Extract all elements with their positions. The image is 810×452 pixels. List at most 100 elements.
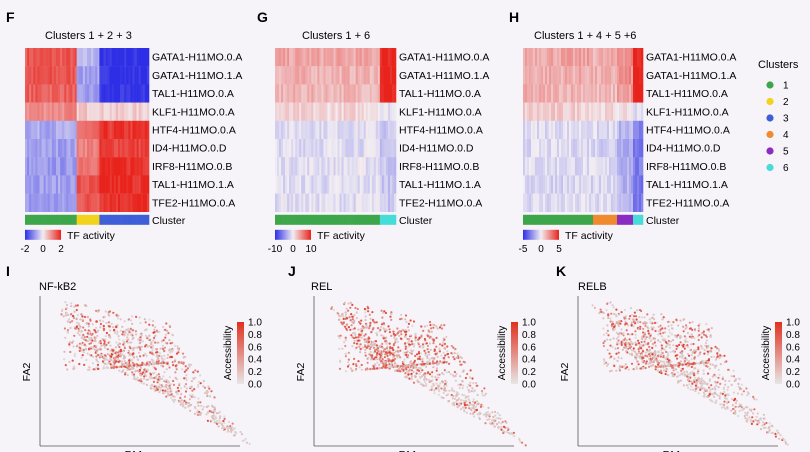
scatter-point <box>135 355 138 358</box>
scatter-point <box>427 371 430 374</box>
scatter-point <box>505 430 509 434</box>
heatmap-cell <box>146 175 150 194</box>
cluster-bar-cell <box>105 214 108 225</box>
heatmap-cell <box>613 139 616 158</box>
scatter-point <box>464 406 467 409</box>
heatmap-cell <box>124 120 127 140</box>
scatter-point <box>122 363 125 366</box>
scatter-point <box>732 407 735 411</box>
heatmap-cell <box>585 84 588 103</box>
scatter-point <box>103 344 106 348</box>
scatter-point <box>492 424 495 428</box>
heatmap-cell <box>277 84 280 103</box>
heatmap-cell <box>122 120 125 140</box>
heatmap-cell <box>527 157 530 176</box>
scatter-point <box>152 380 155 383</box>
heatmap-cell <box>74 157 77 176</box>
heatmap-cell <box>115 84 119 103</box>
scatter-point <box>164 389 167 392</box>
scatter-point <box>177 351 180 354</box>
heatmap-cell <box>68 84 71 103</box>
heatmap-cell <box>635 84 638 103</box>
heatmap-cell <box>545 66 548 85</box>
scatter-point <box>155 354 158 357</box>
heatmap-cell <box>39 120 42 140</box>
heatmap-cell <box>537 102 540 121</box>
scatter-point <box>650 326 653 329</box>
scatter-point <box>459 408 463 411</box>
heatmap-cell <box>569 66 572 85</box>
scatter-point <box>76 314 79 317</box>
scatter-point <box>504 420 507 423</box>
scatter-point <box>158 352 161 355</box>
heatmap-cell <box>303 139 306 158</box>
heatmap-cell <box>339 193 342 212</box>
scatter-point <box>156 381 159 384</box>
scatter-point <box>619 322 622 325</box>
scatter-point <box>88 353 91 356</box>
heatmap-cell <box>339 175 342 194</box>
scatter-point <box>476 384 479 387</box>
heatmap-cell <box>533 102 536 121</box>
heatmap-cell <box>122 175 125 194</box>
heatmap-cell <box>146 139 150 158</box>
heatmap-cell <box>101 175 104 194</box>
cluster-bar-cell <box>62 214 65 225</box>
heatmap-cell <box>134 84 137 103</box>
scatter-point <box>218 419 221 422</box>
heatmap-cell <box>549 175 552 194</box>
heatmap-cell <box>128 139 131 158</box>
heatmap-cell <box>287 193 290 212</box>
heatmap-cell <box>393 193 397 212</box>
scatter-point <box>664 369 667 372</box>
heatmap-cell <box>343 139 346 158</box>
heatmap-cell <box>551 84 554 103</box>
scatter-point <box>414 365 417 369</box>
cluster-bar-cell <box>29 214 32 225</box>
scatter-point <box>425 378 428 381</box>
cluster-bar-cell <box>45 214 49 225</box>
scatter-point <box>689 373 692 376</box>
scatter-point <box>115 341 118 344</box>
scatter-point <box>344 352 347 355</box>
scatter-point <box>347 326 350 329</box>
heatmap-cell <box>531 48 534 67</box>
scatter-point <box>119 353 122 356</box>
scatter-point <box>354 347 357 350</box>
heatmap-cell <box>56 193 59 212</box>
scatter-point <box>461 380 464 383</box>
scatter-point <box>500 428 503 431</box>
heatmap-cell <box>601 175 604 194</box>
heatmap-cell <box>78 102 82 121</box>
scatter-point <box>156 361 160 364</box>
heatmap-cell <box>639 193 642 212</box>
scatter-point <box>669 351 672 354</box>
scatter-point <box>677 380 681 383</box>
heatmap-cell <box>377 84 381 103</box>
scatter-point <box>366 326 369 329</box>
scatter-point <box>96 367 99 370</box>
scatter-point <box>438 347 441 350</box>
scatter-point <box>187 405 190 408</box>
heatmap-cell <box>41 84 44 103</box>
scatter-point <box>214 415 217 418</box>
heatmap-cell <box>91 84 94 103</box>
heatmap-cell <box>134 48 137 67</box>
heatmap-cell <box>78 120 82 140</box>
heatmap-cell <box>297 175 300 194</box>
scatter-point <box>727 386 730 389</box>
scatter-point <box>404 333 407 336</box>
heatmap-cell <box>583 84 586 103</box>
heatmap-cell <box>365 193 369 212</box>
heatmap-cell <box>25 157 28 176</box>
scatter-point <box>70 313 73 316</box>
heatmap-cell <box>283 175 286 194</box>
scatter-point <box>394 341 397 344</box>
scatter-point <box>486 410 490 413</box>
heatmap-cell <box>107 102 111 121</box>
heatmap-cell <box>277 102 280 121</box>
scatter-point <box>175 364 178 367</box>
heatmap-cell <box>617 120 620 140</box>
scatter-point <box>637 350 641 353</box>
scatter-point <box>429 323 432 327</box>
